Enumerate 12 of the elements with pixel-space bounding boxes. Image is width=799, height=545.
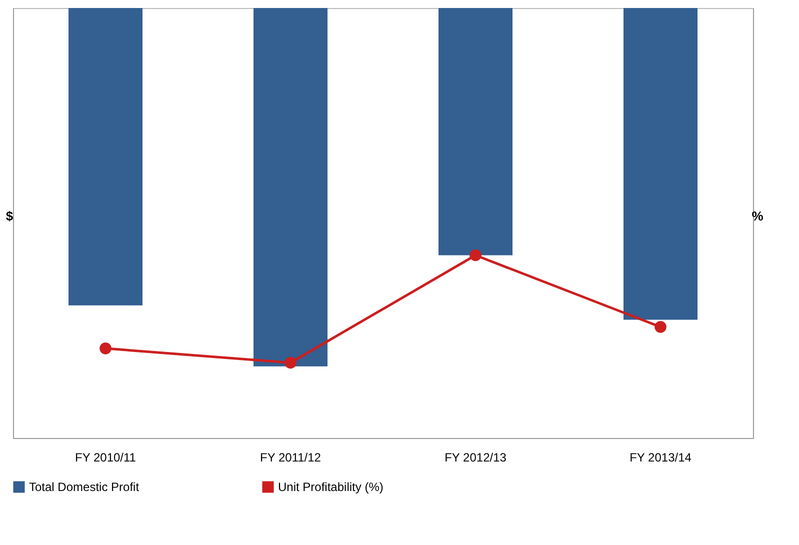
legend-label: Unit Profitability (%) xyxy=(278,480,384,494)
x-tick-label: FY 2012/13 xyxy=(444,450,507,464)
y-axis-title: $ xyxy=(6,208,14,224)
x-tick-label: FY 2011/12 xyxy=(260,450,322,464)
x-tick-label: FY 2010/11 xyxy=(75,450,136,464)
point xyxy=(470,249,482,262)
point xyxy=(654,321,666,333)
point xyxy=(100,342,112,354)
legend-label: Total Domestic Profit xyxy=(29,480,140,494)
point xyxy=(284,356,296,369)
x-tick-label: FY 2013/14 xyxy=(630,450,692,464)
y2-axis-title: % xyxy=(752,208,764,224)
